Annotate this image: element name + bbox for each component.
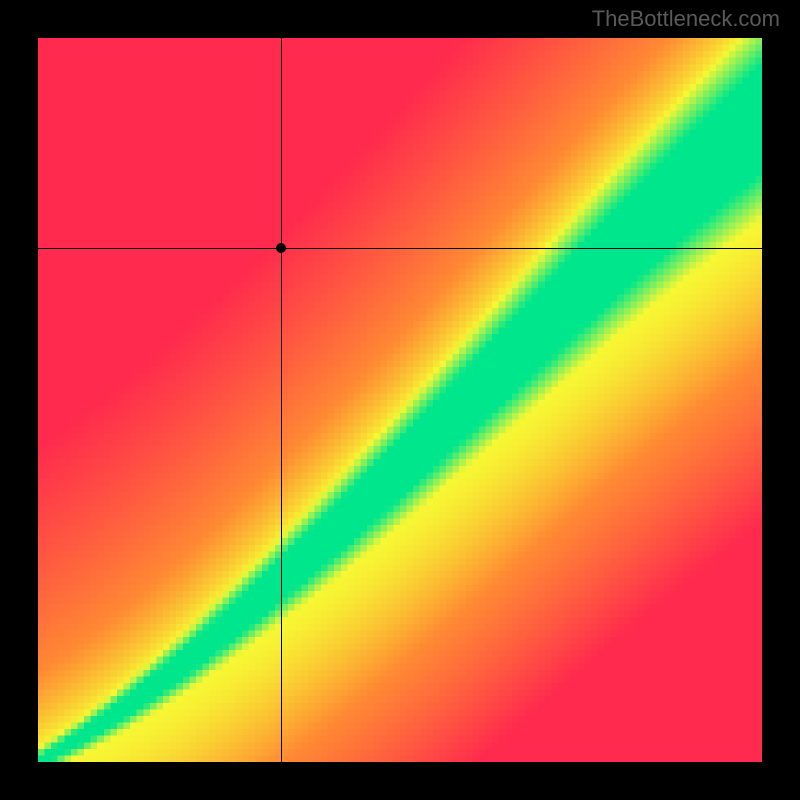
heatmap-plot [38, 38, 762, 762]
crosshair-horizontal-line [38, 248, 762, 249]
watermark-text: TheBottleneck.com [592, 6, 780, 32]
crosshair-marker-dot [276, 243, 286, 253]
crosshair-vertical-line [281, 38, 282, 762]
heatmap-canvas [38, 38, 762, 762]
